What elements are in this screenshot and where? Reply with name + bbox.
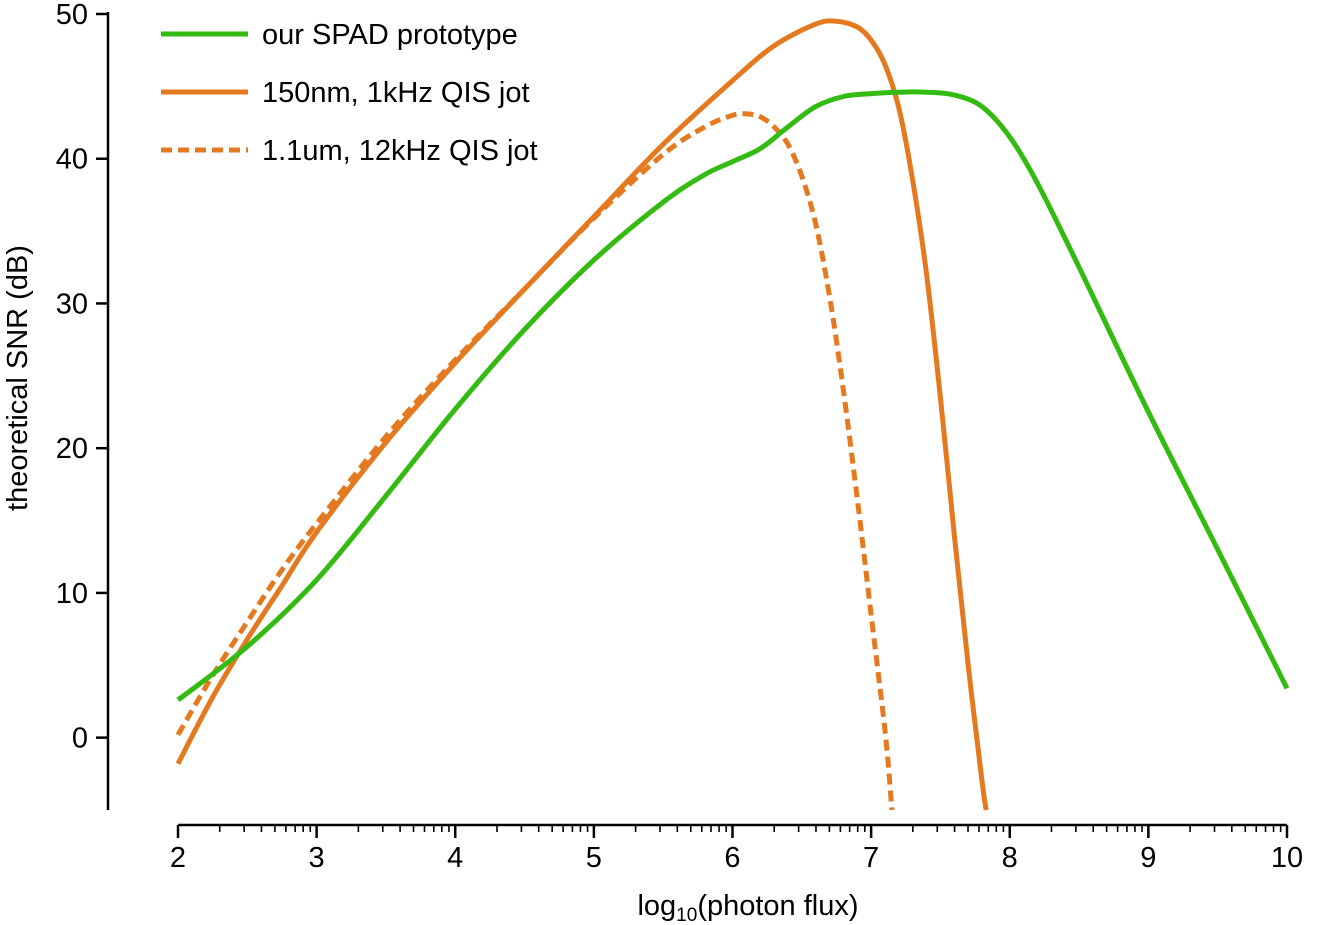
x-tick-label: 7 xyxy=(863,842,879,874)
y-axis-title: theoretical SNR (dB) xyxy=(2,245,34,511)
x-axis-title-base: log xyxy=(637,890,676,922)
x-axis-title: log10(photon flux) xyxy=(637,890,858,925)
y-tick-label: 10 xyxy=(56,578,88,610)
series-group xyxy=(175,18,1290,811)
x-tick-label: 3 xyxy=(309,842,325,874)
y-tick-label: 20 xyxy=(56,433,88,465)
axes: 0 10 20 30 40 50 2 3 4 5 6 7 8 9 10 xyxy=(56,0,1303,874)
x-tick-label: 9 xyxy=(1140,842,1156,874)
x-tick-label: 6 xyxy=(724,842,740,874)
legend-label-150nm-1khz-qis-jot: 150nm, 1kHz QIS jot xyxy=(262,77,530,109)
y-ticks: 0 10 20 30 40 50 xyxy=(56,0,108,755)
x-axis-title-rest: (photon flux) xyxy=(697,890,858,922)
legend-label-our-spad-prototype: our SPAD prototype xyxy=(262,19,518,51)
y-tick-label: 0 xyxy=(72,723,88,755)
x-tick-label: 8 xyxy=(1002,842,1018,874)
series-line-1-1um-12khz-qis-jot xyxy=(175,111,895,811)
x-tick-label: 2 xyxy=(170,842,186,874)
y-tick-label: 40 xyxy=(56,144,88,176)
x-ticks: 2 3 4 5 6 7 8 9 10 xyxy=(170,825,1303,874)
series-line-our-spad-prototype xyxy=(176,89,1290,702)
series-line-150nm-1khz-qis-jot xyxy=(175,18,989,811)
x-axis-title-subscript: 10 xyxy=(676,905,697,925)
x-tick-label: 5 xyxy=(586,842,602,874)
y-tick-label: 50 xyxy=(56,0,88,31)
x-tick-label: 10 xyxy=(1271,842,1303,874)
legend: our SPAD prototype 150nm, 1kHz QIS jot 1.1… xyxy=(161,19,538,167)
x-tick-label: 4 xyxy=(447,842,463,874)
legend-label-1-1um-12khz-qis-jot: 1.1um, 12kHz QIS jot xyxy=(262,135,538,167)
y-tick-label: 30 xyxy=(56,288,88,320)
